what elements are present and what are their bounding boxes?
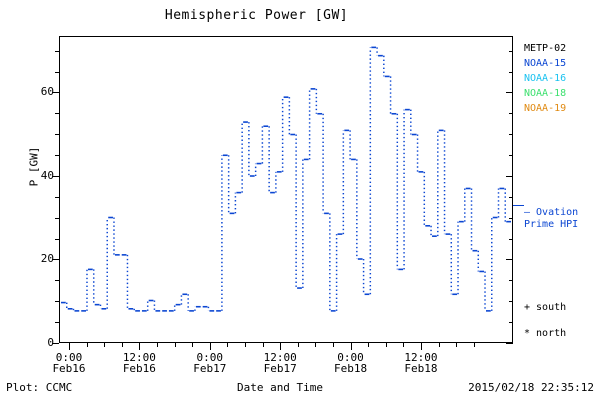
- x-tick: [69, 343, 70, 350]
- x-tick-time: 0:00: [55, 351, 83, 364]
- y-tick-minor: [55, 113, 59, 115]
- x-axis-label: Date and Time: [236, 381, 324, 394]
- legend-item-metp-02: METP-02: [524, 43, 567, 54]
- x-tick-minor: [332, 343, 334, 347]
- y-tick-minor: [55, 196, 59, 198]
- y-tick-minor-right: [509, 71, 513, 73]
- x-tick: [420, 343, 422, 350]
- x-tick-minor: [403, 343, 405, 347]
- y-tick-minor: [55, 134, 59, 136]
- y-tick-minor-right: [509, 280, 513, 282]
- x-tick-time: 0:00: [196, 351, 224, 364]
- ovation-legend-line2: Prime HPI: [524, 219, 579, 230]
- y-tick-minor-right: [509, 238, 513, 240]
- marker-legend: + south * north: [524, 295, 566, 347]
- y-tick-minor: [55, 238, 59, 240]
- y-tick-minor-right: [509, 301, 513, 303]
- x-tick-label: 12:00 Feb17: [235, 352, 325, 374]
- y-tick-label: 60: [40, 85, 54, 99]
- y-tick-minor: [55, 50, 59, 52]
- legend-item-noaa-15: NOAA-15: [524, 58, 567, 69]
- y-tick-minor: [55, 322, 59, 324]
- x-tick-time: 12:00: [404, 351, 438, 364]
- y-tick-minor-right: [509, 155, 513, 157]
- marker-legend-south: + south: [524, 302, 567, 313]
- y-axis-label: P [GW]: [27, 146, 41, 187]
- ovation-legend: — Ovation Prime HPI: [524, 207, 578, 231]
- y-tick-minor: [55, 217, 59, 219]
- plot-source: Plot: CCMC: [6, 381, 73, 394]
- x-tick-label: 0:00 Feb18: [306, 352, 396, 374]
- legend-item-noaa-19: NOAA-19: [524, 103, 567, 114]
- x-tick-date: Feb18: [333, 362, 368, 375]
- y-tick-label: 40: [40, 168, 54, 182]
- chart-title: Hemispheric Power [GW]: [164, 8, 349, 23]
- x-tick-minor: [156, 343, 158, 347]
- x-tick-minor: [297, 343, 299, 347]
- x-tick-minor: [227, 343, 229, 347]
- y-tick-right: [506, 92, 513, 94]
- hemispheric-power-step-series: [60, 46, 512, 312]
- y-tick-minor-right: [509, 322, 513, 324]
- x-tick-date: Feb18: [404, 362, 438, 375]
- y-tick-minor-right: [509, 134, 513, 136]
- x-tick-label: 0:00 Feb17: [165, 352, 255, 374]
- y-tick: [52, 92, 59, 94]
- x-tick-minor: [192, 343, 194, 347]
- x-tick-minor: [104, 343, 106, 347]
- y-tick: [52, 259, 59, 261]
- x-tick-label: 12:00 Feb16: [94, 352, 184, 374]
- x-tick-minor: [244, 343, 246, 347]
- x-tick-date: Feb17: [263, 362, 297, 375]
- y-tick-minor: [55, 280, 59, 282]
- x-tick-date: Feb16: [52, 362, 86, 375]
- x-tick: [139, 343, 141, 350]
- y-tick-minor: [55, 71, 59, 73]
- ovation-level-marker: [513, 205, 524, 207]
- x-tick-minor: [473, 343, 475, 347]
- x-tick-minor: [121, 343, 123, 347]
- x-tick: [209, 343, 211, 350]
- x-tick: [280, 343, 282, 350]
- x-tick-label: 12:00 Feb18: [376, 352, 466, 374]
- x-tick-time: 12:00: [263, 351, 297, 364]
- x-tick-time: 0:00: [337, 351, 364, 364]
- y-tick-minor-right: [509, 196, 513, 198]
- x-tick-time: 12:00: [122, 351, 156, 364]
- y-tick: [52, 343, 59, 344]
- x-tick-date: Feb17: [193, 362, 227, 375]
- y-tick: [52, 175, 59, 177]
- x-tick-minor: [262, 343, 264, 347]
- y-tick-minor: [55, 155, 59, 157]
- y-tick-right: [506, 259, 513, 261]
- timestamp: 2015/02/18 22:35:12: [468, 381, 594, 394]
- y-tick-minor: [55, 301, 59, 303]
- y-tick-minor-right: [509, 113, 513, 115]
- ovation-legend-line1: — Ovation: [524, 207, 579, 218]
- y-tick-minor-right: [509, 217, 513, 219]
- x-tick-minor: [174, 343, 176, 347]
- x-tick-minor: [385, 343, 387, 347]
- marker-legend-north: * north: [524, 328, 567, 339]
- y-tick-label: 0: [47, 336, 54, 349]
- x-tick-date: Feb16: [122, 362, 156, 375]
- y-tick-label: 20: [40, 252, 54, 266]
- satellite-legend: METP-02 NOAA-15 NOAA-16 NOAA-18 NOAA-19: [524, 41, 566, 116]
- plot-area: [59, 36, 513, 343]
- x-tick-minor: [315, 343, 317, 347]
- x-tick-minor: [86, 343, 88, 347]
- y-tick-right: [506, 175, 513, 177]
- x-tick: [350, 343, 352, 350]
- x-tick-minor: [438, 343, 440, 347]
- x-tick-label: 0:00 Feb16: [24, 352, 114, 374]
- y-tick-right: [506, 343, 513, 344]
- legend-item-noaa-16: NOAA-16: [524, 73, 567, 84]
- x-tick-minor: [456, 343, 458, 347]
- x-tick-minor: [368, 343, 370, 347]
- y-tick-minor-right: [509, 50, 513, 52]
- legend-item-noaa-18: NOAA-18: [524, 88, 567, 99]
